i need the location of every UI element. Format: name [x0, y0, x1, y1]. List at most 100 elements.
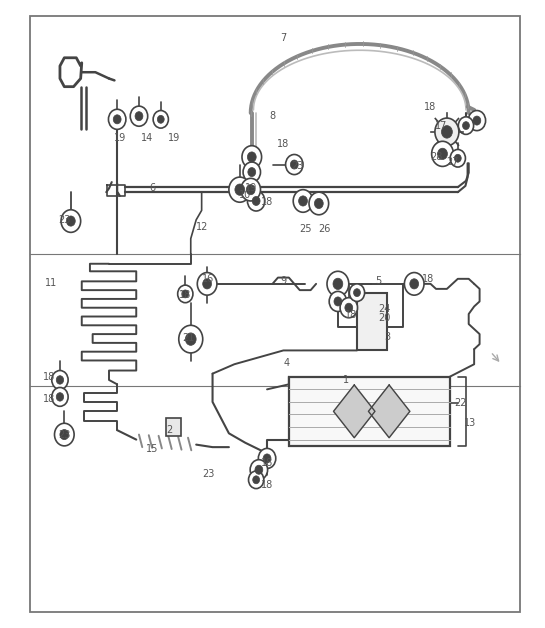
Polygon shape — [334, 385, 375, 438]
Bar — [289, 377, 450, 446]
Text: 23: 23 — [58, 215, 70, 225]
Polygon shape — [368, 385, 410, 438]
Circle shape — [248, 168, 256, 176]
Bar — [30, 16, 520, 612]
Circle shape — [153, 111, 168, 128]
Text: 18: 18 — [261, 458, 273, 468]
Text: 19: 19 — [245, 183, 257, 193]
Circle shape — [178, 285, 193, 303]
Circle shape — [113, 115, 121, 124]
Circle shape — [473, 116, 481, 125]
Circle shape — [135, 112, 143, 121]
Bar — [357, 293, 387, 350]
Circle shape — [258, 448, 276, 468]
Text: 18: 18 — [422, 274, 434, 284]
Text: 15: 15 — [147, 444, 159, 454]
Circle shape — [263, 454, 271, 463]
Text: 5: 5 — [376, 276, 382, 286]
Circle shape — [441, 126, 452, 138]
Text: 19: 19 — [168, 133, 180, 143]
Text: 23: 23 — [58, 430, 70, 440]
Text: 18: 18 — [179, 290, 191, 300]
Circle shape — [235, 184, 245, 195]
Circle shape — [242, 146, 262, 168]
Circle shape — [130, 106, 148, 126]
Circle shape — [158, 116, 164, 123]
Circle shape — [249, 471, 264, 489]
Circle shape — [333, 278, 343, 290]
Text: 19: 19 — [114, 133, 126, 143]
Circle shape — [52, 387, 68, 406]
Circle shape — [179, 325, 203, 353]
Circle shape — [241, 178, 261, 201]
Text: 18: 18 — [261, 480, 273, 490]
Circle shape — [432, 141, 453, 166]
Text: 12: 12 — [196, 222, 208, 232]
Circle shape — [468, 111, 486, 131]
Text: 24: 24 — [378, 304, 390, 314]
Text: 9: 9 — [280, 276, 287, 286]
Text: 17: 17 — [435, 121, 447, 131]
Circle shape — [66, 216, 75, 226]
Circle shape — [458, 117, 474, 134]
Circle shape — [252, 197, 260, 205]
Text: 23: 23 — [291, 161, 303, 171]
Text: 10: 10 — [239, 190, 251, 200]
Text: 16: 16 — [202, 274, 214, 284]
Circle shape — [253, 476, 259, 484]
Circle shape — [299, 196, 307, 206]
Circle shape — [286, 154, 303, 175]
Circle shape — [255, 465, 263, 474]
Circle shape — [246, 185, 255, 195]
Text: 18: 18 — [43, 394, 55, 404]
Text: 14: 14 — [141, 133, 153, 143]
Text: 1: 1 — [343, 375, 349, 385]
Circle shape — [354, 289, 360, 296]
Text: 13: 13 — [464, 418, 476, 428]
Text: 20: 20 — [378, 313, 390, 323]
Circle shape — [243, 162, 261, 182]
Circle shape — [52, 371, 68, 389]
Text: 25: 25 — [299, 224, 311, 234]
Text: 28: 28 — [430, 152, 442, 162]
Circle shape — [203, 279, 211, 289]
Circle shape — [314, 198, 323, 208]
Text: 11: 11 — [45, 278, 57, 288]
Circle shape — [108, 109, 126, 129]
Circle shape — [60, 430, 69, 440]
Circle shape — [290, 160, 298, 169]
Text: 18: 18 — [425, 102, 437, 112]
Circle shape — [327, 271, 349, 296]
Circle shape — [185, 333, 196, 345]
Text: 2: 2 — [166, 425, 172, 435]
Text: 6: 6 — [149, 183, 156, 193]
Circle shape — [463, 122, 469, 129]
Text: 3: 3 — [384, 332, 390, 342]
Circle shape — [334, 297, 342, 306]
Circle shape — [293, 190, 313, 212]
Circle shape — [309, 192, 329, 215]
Circle shape — [61, 210, 81, 232]
Circle shape — [54, 423, 74, 446]
Text: 18: 18 — [43, 372, 55, 382]
Text: 22: 22 — [455, 398, 467, 408]
Text: 7: 7 — [280, 33, 287, 43]
Text: 27: 27 — [446, 157, 458, 167]
Circle shape — [340, 298, 358, 318]
Bar — [166, 418, 181, 436]
Text: 18: 18 — [261, 197, 273, 207]
Circle shape — [182, 290, 189, 298]
Circle shape — [247, 191, 265, 211]
Circle shape — [56, 376, 64, 384]
Text: 21: 21 — [182, 333, 194, 343]
Circle shape — [56, 392, 64, 401]
Circle shape — [229, 177, 251, 202]
Circle shape — [438, 148, 447, 160]
Text: 23: 23 — [203, 469, 215, 479]
Circle shape — [404, 273, 424, 295]
Circle shape — [250, 460, 268, 480]
Circle shape — [197, 273, 217, 295]
Circle shape — [345, 303, 353, 312]
Text: 26: 26 — [318, 224, 330, 234]
Circle shape — [247, 152, 256, 162]
